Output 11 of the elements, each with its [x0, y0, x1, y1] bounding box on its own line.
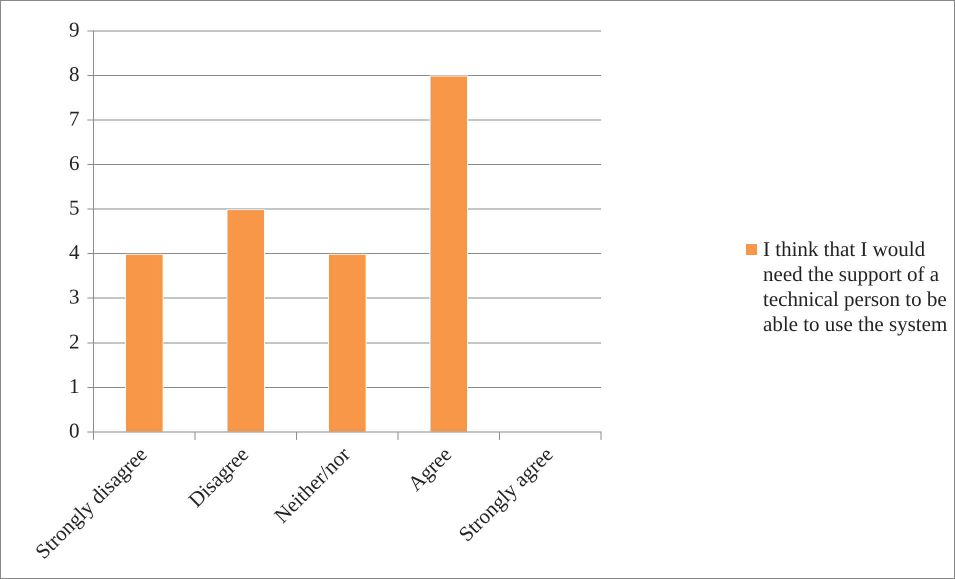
y-tick-label: 7: [69, 106, 80, 131]
y-tick-label: 3: [69, 284, 80, 309]
legend-label: I think that I would need the support of a technical person to be able to use the system: [763, 237, 948, 337]
y-tick-label: 0: [69, 418, 80, 442]
y-tick-label: 9: [69, 18, 80, 42]
y-tick-label: 2: [69, 329, 80, 354]
y-tick-label: 4: [69, 240, 80, 264]
y-tick-label: 1: [69, 374, 80, 398]
y-tick-label: 6: [69, 151, 80, 176]
y-tick-label: 5: [69, 196, 80, 220]
y-tick-label: 8: [69, 62, 80, 86]
